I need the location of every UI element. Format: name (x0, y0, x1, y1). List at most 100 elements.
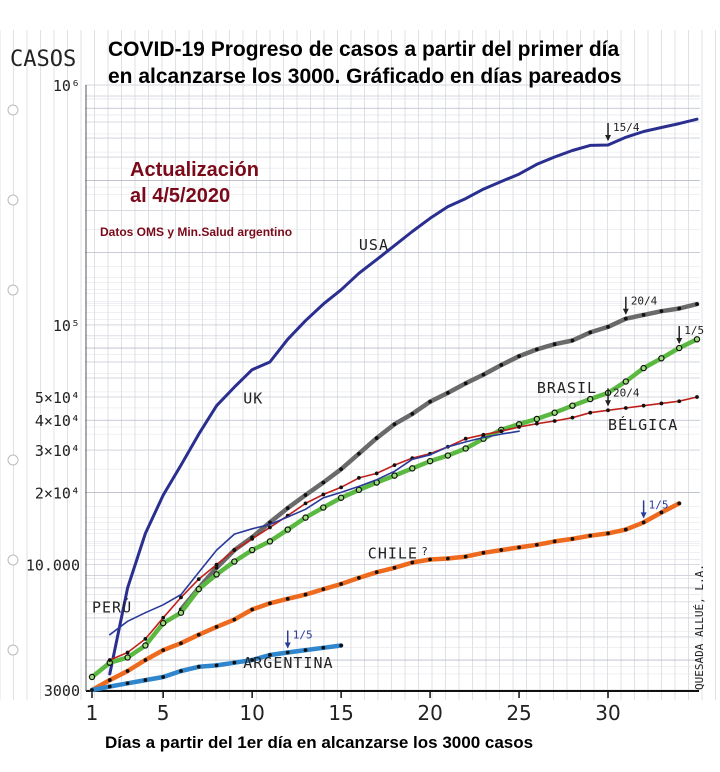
data-point-brasil (159, 619, 167, 627)
series-line-peru (109, 430, 520, 636)
data-point-chile (481, 550, 486, 555)
data-point-uk (410, 412, 415, 416)
data-point-chile (659, 510, 664, 515)
data-point-belgica (214, 562, 219, 567)
data-point-chile (463, 554, 468, 559)
y-axis-label: CASOS (10, 47, 76, 72)
series-labels: USA UK BRASIL BÉLGICA PERÚ CHILE ARGENTINA (92, 236, 677, 672)
annotation-arrowhead (605, 135, 612, 142)
data-point-brasil (337, 494, 345, 501)
data-point-belgica (499, 429, 504, 434)
series-label-usa: USA (359, 236, 389, 254)
data-point-brasil (355, 486, 363, 494)
data-point-brasil (533, 415, 541, 423)
data-point-uk (623, 316, 628, 321)
data-point-argentina (339, 643, 344, 648)
data-point-uk (677, 306, 682, 311)
data-point-chile (428, 557, 432, 562)
data-point-uk (428, 399, 432, 404)
chart-title-line1: COVID-19 Progreso de casos a partir del … (108, 38, 619, 61)
y-tick-label: 3×10⁴ (35, 442, 80, 460)
data-point-chile (677, 501, 682, 506)
series-line-chile (89, 501, 682, 693)
data-point-belgica (374, 471, 379, 476)
annotation-arrowhead (605, 400, 612, 407)
data-point-belgica (641, 403, 646, 408)
annotations: 15/4 20/4 1/5 20/4 1/5 1/5? (284, 121, 704, 649)
annotation-arrowhead (622, 308, 629, 315)
data-point-belgica (695, 395, 699, 399)
binder-hole (7, 284, 19, 296)
x-axis-ticks: 1 5 10 15 20 25 30 (86, 690, 621, 725)
binder-hole (7, 554, 19, 566)
data-point-brasil (462, 445, 469, 452)
data-point-chile (499, 548, 504, 552)
data-point-brasil (266, 538, 274, 545)
data-point-chile (606, 531, 610, 536)
data-point-argentina (268, 653, 272, 657)
annotation-uk: 20/4 (622, 295, 658, 315)
x-tick-label: 30 (595, 701, 620, 725)
data-point-uk (588, 330, 593, 335)
data-point-brasil (587, 395, 594, 403)
data-point-chile (623, 527, 628, 532)
annotation-belgica: 20/4 (605, 386, 640, 407)
annotation-text: 1/5 (684, 324, 704, 337)
data-point-belgica (268, 525, 272, 530)
data-point-argentina (143, 678, 148, 682)
data-point-belgica (161, 615, 166, 620)
data-point-argentina (321, 645, 326, 650)
binder-hole (7, 104, 19, 116)
annotation-text: 20/4 (613, 386, 640, 399)
data-point-belgica (463, 436, 468, 441)
data-point-uk (392, 422, 397, 427)
series-line-belgica (109, 396, 698, 661)
series-chile (89, 501, 682, 693)
data-point-uk (659, 309, 664, 314)
data-point-argentina (250, 658, 255, 662)
data-point-uk (321, 480, 326, 485)
annotation-text: 1/5 (293, 629, 313, 642)
y-tick-label: 5×10⁴ (35, 389, 80, 407)
data-point-belgica (250, 537, 255, 541)
annotation-chile: ? (421, 545, 428, 558)
series-label-peru: PERÚ (92, 598, 132, 617)
data-point-chile (321, 587, 326, 592)
data-point-brasil (124, 654, 131, 661)
data-point-uk (499, 363, 504, 367)
data-point-belgica (357, 475, 361, 480)
data-point-argentina (179, 669, 183, 673)
data-point-uk (534, 347, 539, 352)
chart-title-line2: en alcanzarse los 3000. Gráficado en día… (108, 65, 622, 88)
data-point-chile (445, 556, 450, 561)
update-note-line2: al 4/5/2020 (130, 185, 230, 207)
x-axis-label: Días a partir del 1er día en alcanzarse … (105, 733, 533, 752)
data-point-belgica (623, 406, 628, 410)
data-point-uk (374, 436, 379, 440)
annotation-text: 20/4 (631, 295, 658, 308)
axes (85, 85, 699, 692)
data-point-uk (303, 493, 308, 497)
data-point-chile (107, 678, 112, 682)
annotation-arrowhead (640, 512, 647, 519)
data-point-brasil (551, 409, 558, 416)
data-point-uk (606, 325, 610, 329)
data-point-belgica (534, 421, 539, 426)
data-point-argentina (161, 675, 166, 679)
y-tick-label: 10.000 (26, 557, 80, 575)
data-point-chile (374, 570, 379, 575)
data-point-chile (552, 539, 557, 544)
data-point-belgica (125, 650, 130, 655)
data-point-chile (232, 617, 237, 622)
data-point-uk (445, 391, 450, 395)
series-label-brasil: BRASIL (537, 379, 597, 397)
data-point-belgica (570, 415, 575, 420)
data-point-uk (552, 342, 557, 347)
data-point-belgica (339, 485, 344, 490)
data-point-belgica (606, 408, 610, 413)
data-point-belgica (321, 492, 326, 497)
data-point-chile (125, 669, 130, 673)
data-point-chile (534, 542, 539, 547)
